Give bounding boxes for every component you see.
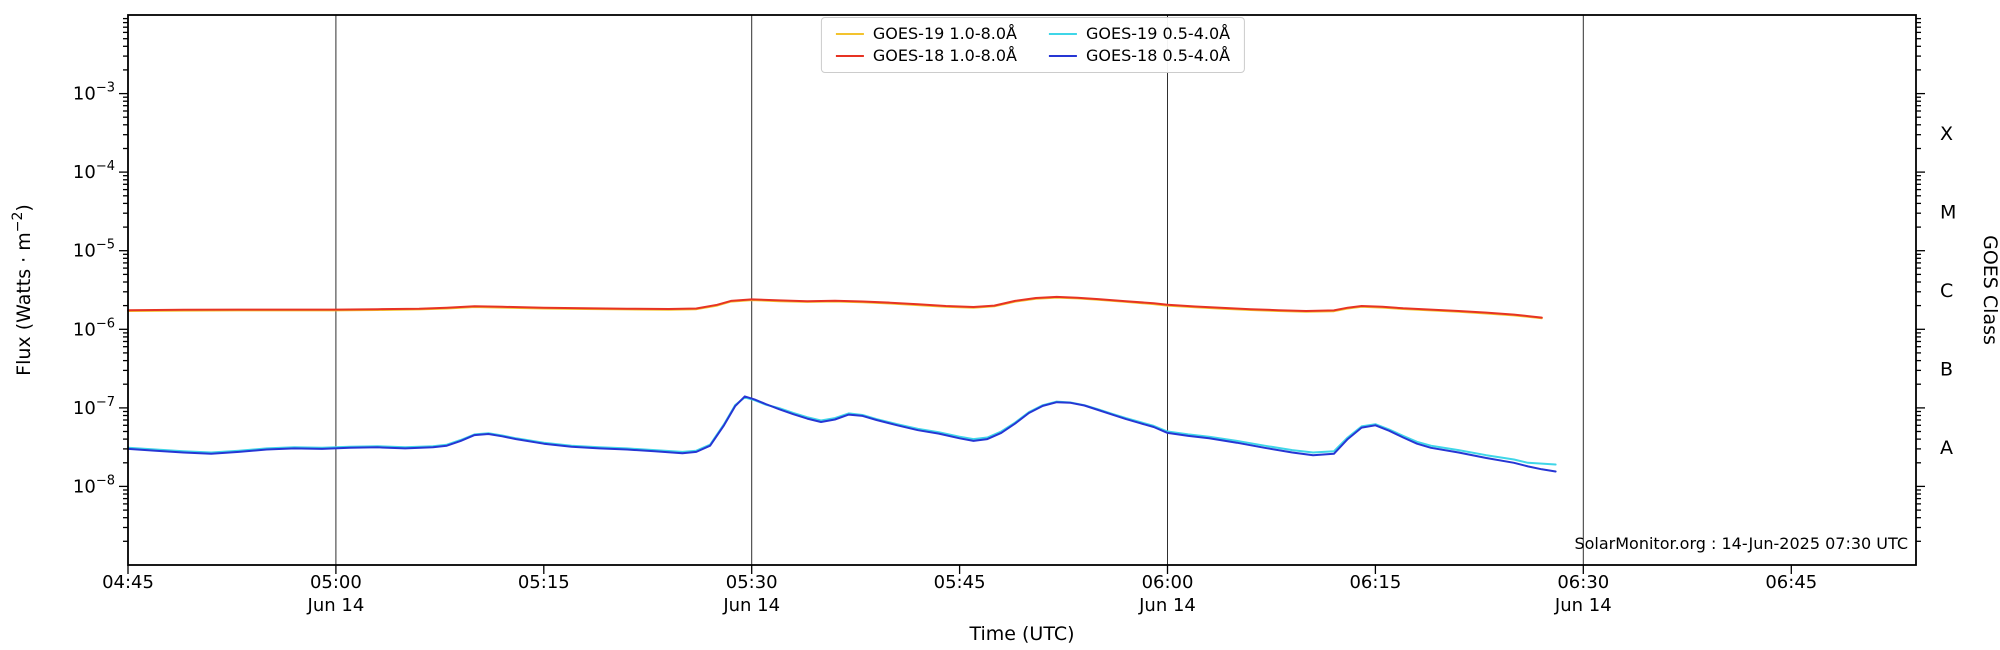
x-tick-label: 06:30 (1557, 572, 1609, 593)
x-tick-label: 06:15 (1349, 572, 1401, 593)
y-axis-title: Flux (Watts · m−2) (10, 204, 35, 376)
goes-class-label-c: C (1940, 280, 1953, 302)
x-tick-sublabel: Jun 14 (1138, 595, 1196, 616)
legend-item-goes19-short: GOES-19 0.5-4.0Å (1049, 26, 1230, 42)
y-axis-ticks (119, 17, 1925, 542)
right-axis-title: GOES Class (1979, 235, 2000, 345)
series-goes-18-1-0-8-0 (127, 295, 1543, 319)
x-tick-sublabel: Jun 14 (722, 595, 780, 616)
x-tick-label: 04:45 (102, 572, 154, 593)
y-tick-label: 10−4 (73, 159, 115, 183)
goes-class-label-a: A (1940, 437, 1953, 459)
series-goes-19-0-5-4-0 (127, 396, 1557, 466)
legend-item-goes18-long: GOES-18 1.0-8.0Å (835, 46, 1017, 65)
x-tick-label: 05:30 (726, 572, 778, 593)
legend-label-goes18-long: GOES-18 1.0-8.0Å (872, 46, 1017, 65)
plot-frame (127, 14, 1917, 566)
legend-line-goes18-short (1049, 55, 1077, 57)
goes-class-labels: X M C B A (1940, 123, 1956, 459)
series-goes-18-0-5-4-0 (127, 395, 1557, 473)
legend-line-goes19-long (835, 33, 864, 35)
x-tick-label: 05:15 (518, 572, 570, 593)
legend-line-goes19-short (1049, 33, 1077, 35)
goes-class-label-x: X (1940, 123, 1953, 145)
legend-label-goes19-long: GOES-19 1.0-8.0Å (872, 24, 1017, 43)
legend-line-goes18-long (835, 55, 864, 57)
source-annotation: SolarMonitor.org : 14-Jun-2025 07:30 UTC (1574, 534, 1908, 553)
x-tick-sublabel: Jun 14 (1554, 595, 1612, 616)
x-tick-sublabel: Jun 14 (307, 595, 365, 616)
x-tick-label: 05:00 (310, 572, 362, 593)
x-tick-label: 05:45 (934, 572, 986, 593)
y-tick-label: 10−3 (73, 81, 115, 105)
y-tick-label: 10−6 (73, 316, 115, 340)
x-tick-label: 06:00 (1142, 572, 1194, 593)
legend-item-goes18-short: GOES-18 0.5-4.0Å (1049, 48, 1230, 64)
y-tick-labels: 10−3 10−4 10−5 10−6 10−7 10−8 (73, 81, 115, 498)
vertical-gridlines (335, 15, 1584, 565)
x-tick-label: 06:45 (1765, 572, 1817, 593)
x-axis-title: Time (UTC) (968, 623, 1074, 645)
legend-column-short-channel: GOES-19 0.5-4.0Å GOES-18 0.5-4.0Å (1049, 26, 1230, 64)
y-tick-label: 10−7 (73, 395, 115, 419)
goes-class-label-b: B (1940, 359, 1953, 381)
y-tick-label: 10−8 (73, 473, 115, 497)
y-tick-label: 10−5 (73, 238, 115, 262)
legend-label-goes18-short: GOES-18 0.5-4.0Å (1086, 46, 1231, 65)
goes-class-label-m: M (1940, 201, 1956, 223)
legend-column-long-channel: GOES-19 1.0-8.0Å GOES-18 1.0-8.0Å (835, 24, 1017, 65)
chart-legend: GOES-19 1.0-8.0Å GOES-18 1.0-8.0Å GOES-1… (820, 17, 1246, 73)
legend-label-goes19-short: GOES-19 0.5-4.0Å (1086, 24, 1231, 43)
x-axis-ticks (127, 565, 1792, 574)
legend-item-goes19-long: GOES-19 1.0-8.0Å (835, 24, 1017, 43)
